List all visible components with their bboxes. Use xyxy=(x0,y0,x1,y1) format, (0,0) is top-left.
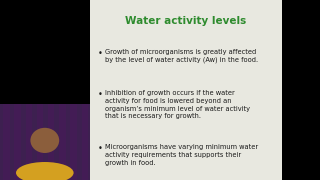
Bar xyxy=(282,0,320,180)
Bar xyxy=(37,104,43,180)
Bar xyxy=(26,104,32,180)
Bar xyxy=(48,104,54,180)
Bar xyxy=(82,104,88,180)
Bar xyxy=(0,104,90,180)
Text: Water activity levels: Water activity levels xyxy=(125,16,246,26)
Text: Microorganisms have varying minimum water
activity requirements that supports th: Microorganisms have varying minimum wate… xyxy=(105,144,258,165)
Text: Growth of microorganisms is greatly affected
by the level of water activity (Aw): Growth of microorganisms is greatly affe… xyxy=(105,49,258,63)
Text: •: • xyxy=(98,144,102,153)
Bar xyxy=(59,104,66,180)
Text: •: • xyxy=(98,49,102,58)
Ellipse shape xyxy=(30,128,59,153)
Bar xyxy=(14,104,21,180)
Text: •: • xyxy=(98,90,102,99)
Bar xyxy=(90,0,282,180)
Ellipse shape xyxy=(16,162,74,180)
Bar xyxy=(3,104,10,180)
Bar xyxy=(70,104,77,180)
Bar xyxy=(0,0,90,104)
Text: Inhibition of growth occurs if the water
activity for food is lowered beyond an
: Inhibition of growth occurs if the water… xyxy=(105,90,250,119)
